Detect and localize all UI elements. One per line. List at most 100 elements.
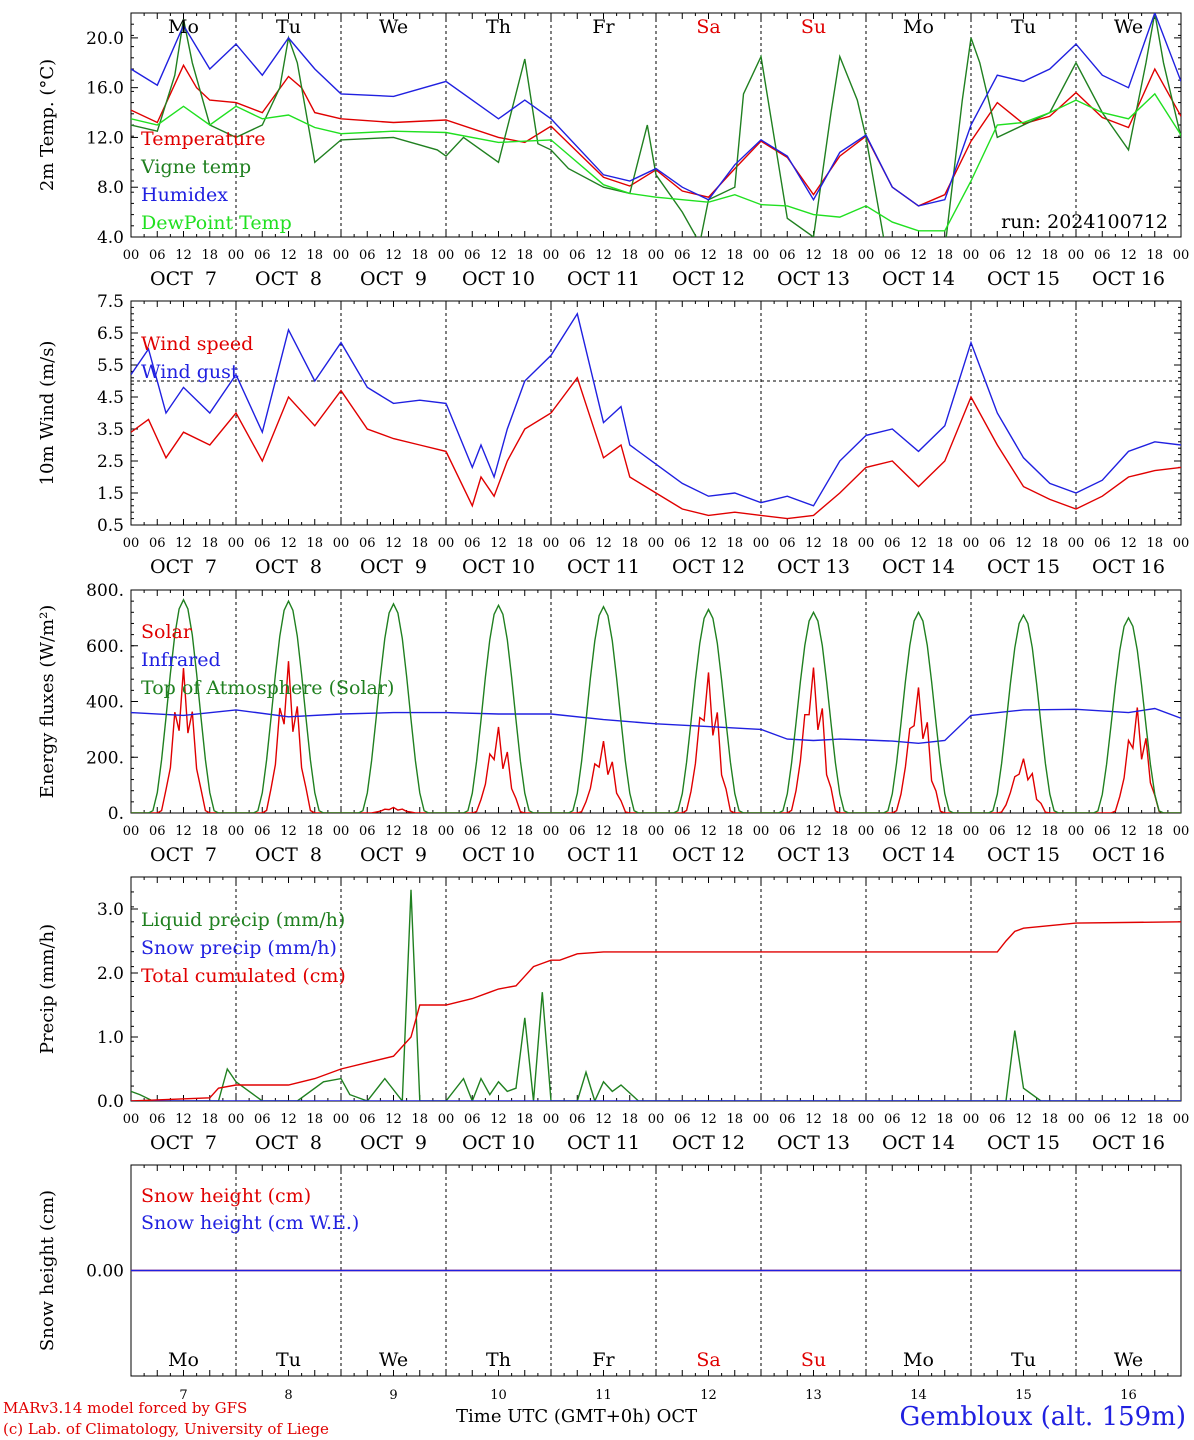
weekday-label: Fr xyxy=(592,1349,615,1371)
hour-label: 18 xyxy=(831,824,848,839)
hour-label: 00 xyxy=(753,1112,770,1127)
weekday-label: Tu xyxy=(276,16,301,38)
date-label: OCT 10 xyxy=(462,268,535,290)
date-label: OCT 14 xyxy=(882,556,955,578)
hour-label: 06 xyxy=(464,1112,481,1127)
y-tick-label: 5.5 xyxy=(97,356,124,376)
hour-label: 00 xyxy=(1173,248,1190,263)
weekday-label: Sa xyxy=(696,16,720,38)
series-line xyxy=(131,921,1181,1101)
hour-label: 06 xyxy=(359,536,376,551)
series-line xyxy=(131,889,1181,1101)
hour-label: 06 xyxy=(674,248,691,263)
date-label: OCT 16 xyxy=(1092,1132,1165,1154)
date-label: OCT 16 xyxy=(1092,268,1165,290)
date-label: OCT 14 xyxy=(882,1132,955,1154)
hour-label: 06 xyxy=(884,248,901,263)
hour-label: 00 xyxy=(438,248,455,263)
series-line xyxy=(131,92,1181,232)
hour-label: 06 xyxy=(989,824,1006,839)
hour-label: 06 xyxy=(569,248,586,263)
hour-label: 18 xyxy=(516,248,533,263)
hour-label: 12 xyxy=(595,1112,612,1127)
series-line xyxy=(131,63,1181,207)
lab-credit: (c) Lab. of Climatology, University of L… xyxy=(3,1420,329,1438)
hour-label: 18 xyxy=(621,824,638,839)
hour-label: 12 xyxy=(1015,824,1032,839)
hour-label: 00 xyxy=(1173,1112,1190,1127)
hour-label: 00 xyxy=(858,536,875,551)
hour-label: 06 xyxy=(569,1112,586,1127)
weekday-label: Su xyxy=(801,1349,826,1371)
series-line xyxy=(131,13,1181,207)
hour-label: 12 xyxy=(1015,248,1032,263)
hour-label: 00 xyxy=(438,824,455,839)
weekday-label: Fr xyxy=(592,16,615,38)
station-name: Gembloux (alt. 159m) xyxy=(899,1402,1186,1432)
hour-label: 00 xyxy=(543,1112,560,1127)
hour-label: 06 xyxy=(779,248,796,263)
date-label: OCT 16 xyxy=(1092,556,1165,578)
hour-label: 06 xyxy=(779,536,796,551)
hour-label: 18 xyxy=(831,1112,848,1127)
hour-label: 00 xyxy=(753,824,770,839)
hour-label: 12 xyxy=(490,536,507,551)
hour-label: 18 xyxy=(201,1112,218,1127)
hour-label: 18 xyxy=(1041,536,1058,551)
legend-entry: Humidex xyxy=(141,184,228,206)
hour-label: 06 xyxy=(569,824,586,839)
hour-label: 06 xyxy=(254,1112,271,1127)
weekday-label: Mo xyxy=(903,1349,934,1371)
legend-entry: Snow height (cm W.E.) xyxy=(141,1212,359,1234)
hour-label: 06 xyxy=(884,1112,901,1127)
hour-label: 18 xyxy=(306,824,323,839)
hour-label: 06 xyxy=(674,536,691,551)
hour-label: 06 xyxy=(989,1112,1006,1127)
hour-label: 12 xyxy=(175,248,192,263)
hour-label: 12 xyxy=(910,536,927,551)
hour-label: 18 xyxy=(411,248,428,263)
hour-label: 06 xyxy=(1094,824,1111,839)
panel-frame xyxy=(130,589,1182,814)
hour-label: 00 xyxy=(753,536,770,551)
hour-label: 18 xyxy=(411,1112,428,1127)
hour-label: 00 xyxy=(333,1112,350,1127)
date-label: OCT 9 xyxy=(360,268,427,290)
hour-label: 18 xyxy=(306,1112,323,1127)
hour-label: 06 xyxy=(464,248,481,263)
hour-label: 00 xyxy=(1068,536,1085,551)
hour-label: 12 xyxy=(1120,824,1137,839)
weekday-label: We xyxy=(379,1349,408,1371)
hour-label: 12 xyxy=(280,536,297,551)
legend-entry: Wind speed xyxy=(141,333,253,355)
hour-label: 12 xyxy=(1015,1112,1032,1127)
hour-label: 18 xyxy=(1146,248,1163,263)
weekday-label: We xyxy=(1114,1349,1143,1371)
hour-label: 00 xyxy=(333,824,350,839)
weekday-label: Mo xyxy=(903,16,934,38)
day-number-label: 7 xyxy=(179,1388,187,1403)
legend-entry: Wind gust xyxy=(141,361,239,383)
panel-frame xyxy=(130,300,1182,526)
hour-label: 18 xyxy=(936,824,953,839)
y-tick-label: 8.0 xyxy=(97,178,124,198)
panel-1: 4.0 8.0 12.0 16.0 20.0 2m Temp. (°C) Temperatu… xyxy=(37,12,1190,290)
hour-label: 06 xyxy=(254,248,271,263)
hour-label: 06 xyxy=(884,824,901,839)
y-tick-label: 600. xyxy=(86,637,124,657)
weekday-label: Mo xyxy=(168,1349,199,1371)
hour-label: 18 xyxy=(831,536,848,551)
hour-label: 12 xyxy=(385,1112,402,1127)
model-credit: MARv3.14 model forced by GFS xyxy=(3,1399,248,1417)
weekday-label: Sa xyxy=(696,1349,720,1371)
hour-label: 00 xyxy=(648,1112,665,1127)
panel-5: 0.00 Snow height (cm) Snow height (cm) Snow… xyxy=(37,1164,1182,1403)
date-label: OCT 10 xyxy=(462,556,535,578)
hour-label: 00 xyxy=(963,248,980,263)
hour-label: 18 xyxy=(1041,824,1058,839)
hour-label: 18 xyxy=(621,536,638,551)
hour-label: 00 xyxy=(648,536,665,551)
date-label: OCT 11 xyxy=(567,556,640,578)
weekday-label: Mo xyxy=(168,16,199,38)
weekday-label: Tu xyxy=(1011,16,1036,38)
